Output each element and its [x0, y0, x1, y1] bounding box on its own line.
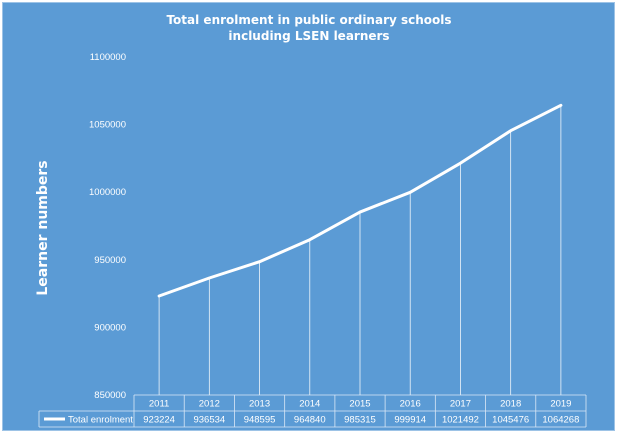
data-label: 923224 — [143, 415, 175, 426]
x-tick-label: 2011 — [149, 399, 169, 410]
data-label: 985315 — [344, 415, 376, 426]
y-tick-label: 1050000 — [89, 120, 126, 131]
drop-lines — [158, 105, 562, 395]
data-label: 936534 — [193, 415, 225, 426]
series-line — [157, 103, 563, 298]
data-label: 948595 — [244, 415, 276, 426]
y-tick-label: 950000 — [94, 255, 126, 266]
line-chart: Total enrolment in public ordinary schoo… — [35, 13, 587, 428]
y-axis-label: Learner numbers — [35, 160, 51, 295]
x-tick-label: 2016 — [400, 399, 421, 410]
x-tick-label: 2012 — [199, 399, 220, 410]
data-label: 964840 — [294, 415, 326, 426]
legend-label: Total enrolment — [68, 415, 133, 426]
series-total-enrolment — [157, 103, 563, 298]
data-label: 1064268 — [542, 415, 579, 426]
chart-title: Total enrolment in public ordinary schoo… — [166, 13, 451, 27]
data-label: 999914 — [394, 415, 426, 426]
x-tick-label: 2014 — [299, 399, 320, 410]
y-axis-ticks: 850000 900000 950000 1000000 1050000 1100000 — [89, 52, 126, 401]
x-tick-label: 2015 — [349, 399, 370, 410]
y-tick-label: 1000000 — [89, 187, 126, 198]
x-tick-label: 2018 — [500, 399, 521, 410]
chart-area: Total enrolment in public ordinary schoo… — [2, 2, 615, 431]
y-tick-label: 850000 — [94, 390, 126, 401]
x-tick-label: 2013 — [249, 399, 270, 410]
y-tick-label: 900000 — [94, 322, 126, 333]
y-tick-label: 1100000 — [90, 52, 126, 63]
data-label: 1045476 — [492, 415, 529, 426]
x-tick-label: 2017 — [450, 399, 471, 410]
legend: Total enrolment — [44, 415, 133, 426]
chart-subtitle: including LSEN learners — [228, 29, 389, 43]
data-table: 2011 923224 2012 936534 2013 948595 2014 964840… — [38, 394, 587, 428]
x-tick-label: 2019 — [550, 399, 571, 410]
data-label: 1021492 — [442, 415, 479, 426]
